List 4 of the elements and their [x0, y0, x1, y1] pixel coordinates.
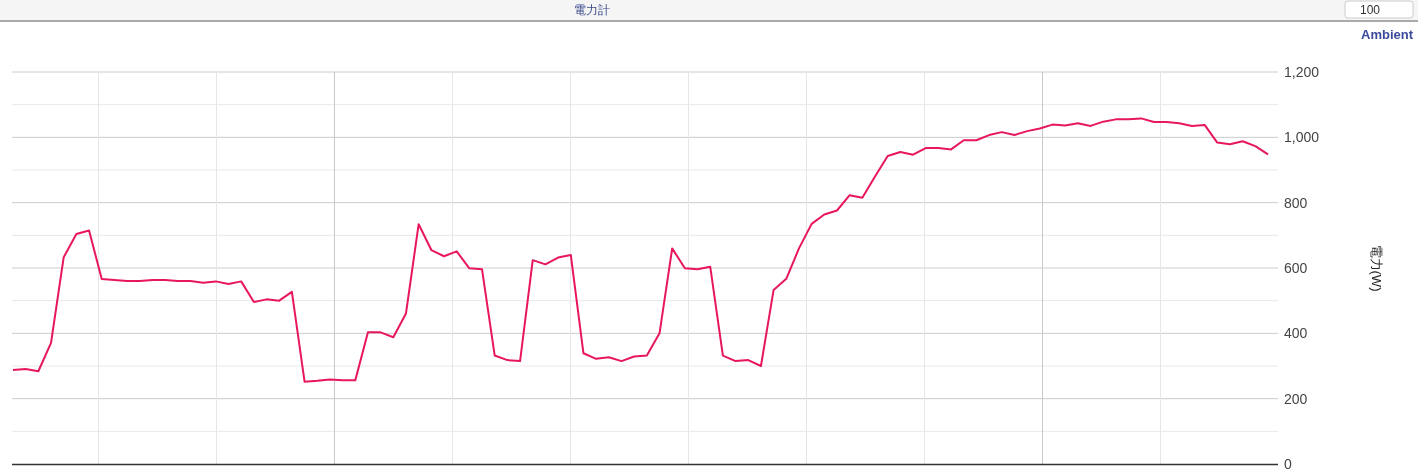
ylabel: 電力(W)	[1369, 244, 1384, 292]
title: 電力計	[574, 3, 610, 17]
annotation: 100	[1344, 0, 1414, 19]
subtitle: Ambient	[1361, 27, 1413, 42]
